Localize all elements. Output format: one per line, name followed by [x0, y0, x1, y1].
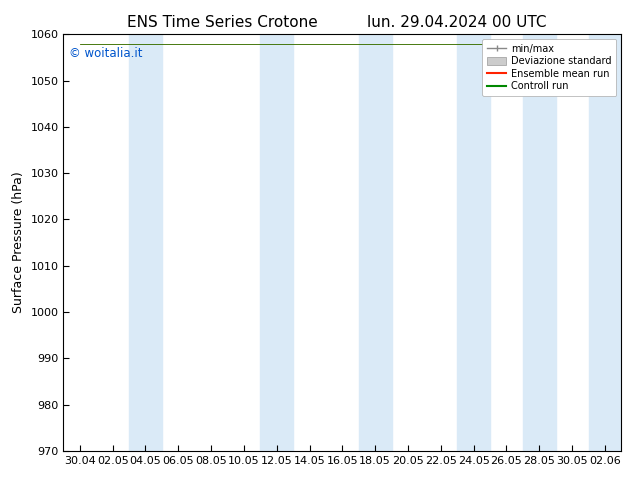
Bar	[129, 34, 162, 451]
Text: lun. 29.04.2024 00 UTC: lun. 29.04.2024 00 UTC	[366, 15, 547, 30]
Legend: min/max, Deviazione standard, Ensemble mean run, Controll run: min/max, Deviazione standard, Ensemble m…	[482, 39, 616, 96]
Bar	[523, 34, 555, 451]
Bar	[588, 34, 621, 451]
Text: © woitalia.it: © woitalia.it	[69, 47, 143, 60]
Bar	[261, 34, 293, 451]
Y-axis label: Surface Pressure (hPa): Surface Pressure (hPa)	[12, 172, 25, 314]
Text: ENS Time Series Crotone: ENS Time Series Crotone	[127, 15, 317, 30]
Bar	[359, 34, 392, 451]
Bar	[457, 34, 490, 451]
